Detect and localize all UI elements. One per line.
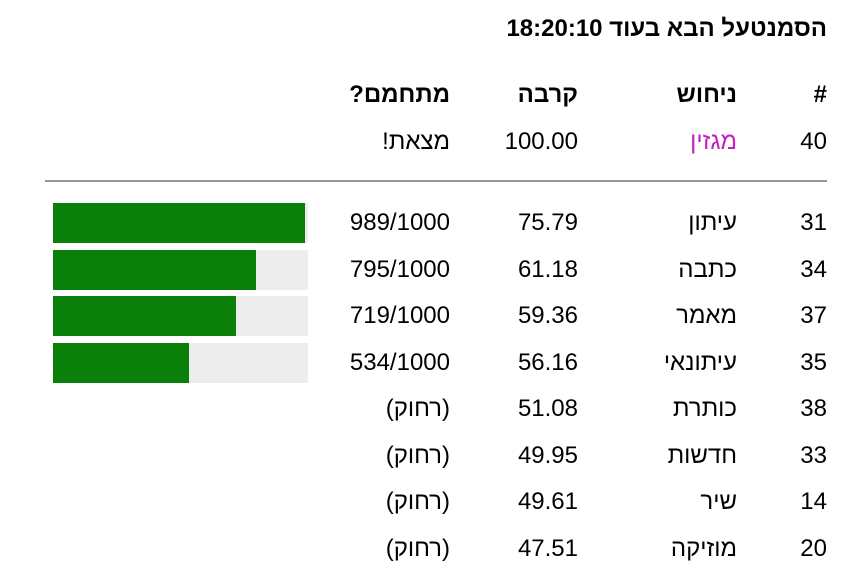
progress-bar-cell [53,200,308,247]
closeness-value: 61.18 [517,255,578,283]
row-number: 34 [800,255,827,283]
header-warm: מתחמם? [349,81,450,109]
found-word: מגזין [690,127,737,155]
guess-word: שיר [700,488,737,516]
guess-word: מאמר [676,302,737,330]
found-bar-spacer [53,119,308,166]
guess-word: עיתון [688,209,737,237]
progress-bar-fill [53,249,256,290]
warm-value: (רחוק) [385,488,450,516]
closeness-value: 56.16 [517,348,578,376]
warm-value: (רחוק) [385,441,450,469]
progress-bar-cell [53,386,308,433]
guess-word: חדשות [667,441,737,469]
row-number: 14 [800,488,827,516]
progress-bar-fill [53,203,306,244]
guesses-table-body: 31 עיתון 75.79 989/1000 34 כתבה 61.18 79… [53,200,827,572]
header-guess: ניחוש [676,81,737,109]
guess-word: כתבה [678,255,737,283]
progress-bar-cell [53,340,308,387]
warm-value: 534/1000 [349,348,450,376]
progress-bar-track [53,203,308,244]
closeness-value: 59.36 [517,302,578,330]
progress-bar-cell [53,293,308,340]
row-number: 35 [800,348,827,376]
warm-value: 795/1000 [349,255,450,283]
guesses-table-head: # ניחוש קרבה מתחמם? 40 מגזין 100.00 מצאת… [53,72,827,165]
row-number: 20 [800,534,827,562]
found-status: מצאת! [382,127,450,155]
header-num: # [813,81,827,109]
guess-word: כותרת [672,395,737,423]
progress-bar-track [53,249,308,290]
closeness-value: 47.51 [517,534,578,562]
row-number: 37 [800,302,827,330]
row-number: 33 [800,441,827,469]
found-separator [45,180,827,182]
progress-bar-fill [53,342,190,383]
warm-value: 989/1000 [349,209,450,237]
guess-word: עיתונאי [663,348,737,376]
found-closeness-value: 100.00 [504,127,578,155]
row-number: 38 [800,395,827,423]
progress-bar-track [53,296,308,337]
closeness-value: 49.95 [517,441,578,469]
progress-bar-cell [53,247,308,294]
row-number: 31 [800,209,827,237]
page-title: הסמנטעל הבא בעוד 18:20:10 [506,15,827,42]
header-closeness: קרבה [517,81,578,109]
closeness-value: 49.61 [517,488,578,516]
found-row-number: 40 [800,127,827,155]
warm-value: (רחוק) [385,534,450,562]
progress-bar-cell [53,433,308,480]
progress-bar-cell [53,526,308,573]
guess-word: מוזיקה [670,534,737,562]
closeness-value: 51.08 [517,395,578,423]
closeness-value: 75.79 [517,209,578,237]
progress-bar-track [53,342,308,383]
progress-bar-fill [53,296,237,337]
warm-value: 719/1000 [349,302,450,330]
header-bar-spacer [53,72,308,119]
warm-value: (רחוק) [385,395,450,423]
progress-bar-cell [53,479,308,526]
